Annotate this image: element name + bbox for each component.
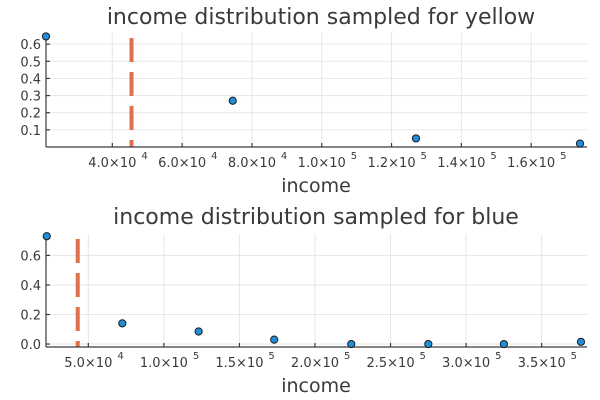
x-tick-label: 1.4×10 — [437, 156, 485, 171]
data-point — [270, 335, 279, 344]
y-tick-label: 0.1 — [20, 124, 41, 139]
data-point — [194, 327, 203, 336]
data-point — [424, 339, 433, 349]
x-tick-label: 2.0×10 — [291, 356, 339, 371]
axes — [45, 234, 587, 348]
x-tick-exponent: 5 — [490, 151, 496, 162]
gridlines — [46, 234, 587, 347]
x-tick-exponent: 5 — [571, 351, 577, 362]
x-tick-labels: 4.0×10 4 6.0×10 4 8.0×10 4 1.0×10 5 1.2×10 5 1.4×1… — [88, 151, 566, 171]
data-point — [575, 139, 585, 148]
y-tick-label: 0.6 — [20, 38, 41, 53]
y-tick-label: 0.2 — [20, 107, 41, 122]
x-tick-label: 3.5×10 — [518, 356, 566, 371]
data-point — [41, 32, 51, 41]
x-tick-label: 1.2×10 — [367, 156, 415, 171]
data-point — [347, 339, 356, 349]
chart-title: income distribution sampled for blue — [113, 205, 519, 230]
chart-title: income distribution sampled for yellow — [107, 5, 535, 30]
x-tick-label: 1.5×10 — [215, 356, 263, 371]
data-point — [411, 134, 421, 143]
y-tick-labels: 0.1 0.2 0.3 0.4 0.5 0.6 — [20, 38, 41, 139]
y-tick-label: 0.2 — [20, 309, 41, 324]
x-tick-label: 8.0×10 — [228, 156, 276, 171]
data-points — [41, 32, 585, 148]
x-tick-exponent: 5 — [560, 151, 566, 162]
data-point — [118, 319, 127, 328]
y-tick-label: 0.6 — [20, 249, 41, 264]
x-tick-label: 1.0×10 — [298, 156, 346, 171]
x-tick-exponent: 5 — [420, 351, 426, 362]
data-point — [228, 96, 237, 105]
x-tick-exponent: 5 — [421, 151, 427, 162]
x-tick-exponent: 5 — [193, 351, 199, 362]
y-tick-label: 0.4 — [20, 72, 41, 87]
x-tick-label: 1.6×10 — [507, 156, 555, 171]
x-tick-exponent: 4 — [117, 351, 123, 362]
x-tick-exponent: 5 — [495, 351, 501, 362]
data-points — [42, 232, 586, 349]
x-tick-label: 3.0×10 — [442, 356, 490, 371]
data-point — [499, 339, 508, 349]
y-tick-label: 0.5 — [20, 55, 41, 70]
y-tick-labels: 0.0 0.2 0.4 0.6 — [20, 249, 41, 353]
y-tick-label: 0.3 — [20, 90, 41, 105]
data-point — [576, 337, 586, 346]
x-tick-label: 6.0×10 — [158, 156, 206, 171]
gridlines — [46, 33, 587, 147]
x-tick-label: 5.0×10 — [64, 356, 112, 371]
x-tick-label: 4.0×10 — [88, 156, 136, 171]
x-tick-exponent: 5 — [351, 151, 357, 162]
chart-yellow: income distribution sampled for yellow 0… — [20, 5, 587, 197]
x-tick-exponent: 5 — [268, 351, 274, 362]
x-tick-exponent: 4 — [211, 151, 217, 162]
y-tick-label: 0.4 — [20, 279, 41, 294]
x-tick-label: 2.5×10 — [366, 356, 414, 371]
x-tick-label: 1.0×10 — [140, 356, 188, 371]
axes — [45, 33, 587, 148]
data-point — [42, 232, 51, 241]
x-tick-labels: 5.0×10 4 1.0×10 5 1.5×10 5 2.0×10 5 2.5×10 5 3.0×1… — [64, 351, 577, 371]
x-tick-exponent: 5 — [344, 351, 350, 362]
y-tick-label: 0.0 — [20, 338, 41, 353]
chart-blue: income distribution sampled for blue 0.0… — [20, 205, 587, 397]
x-tick-exponent: 4 — [141, 151, 147, 162]
x-tick-exponent: 4 — [281, 151, 287, 162]
x-axis-label: income — [281, 375, 351, 397]
x-axis-label: income — [281, 175, 351, 197]
